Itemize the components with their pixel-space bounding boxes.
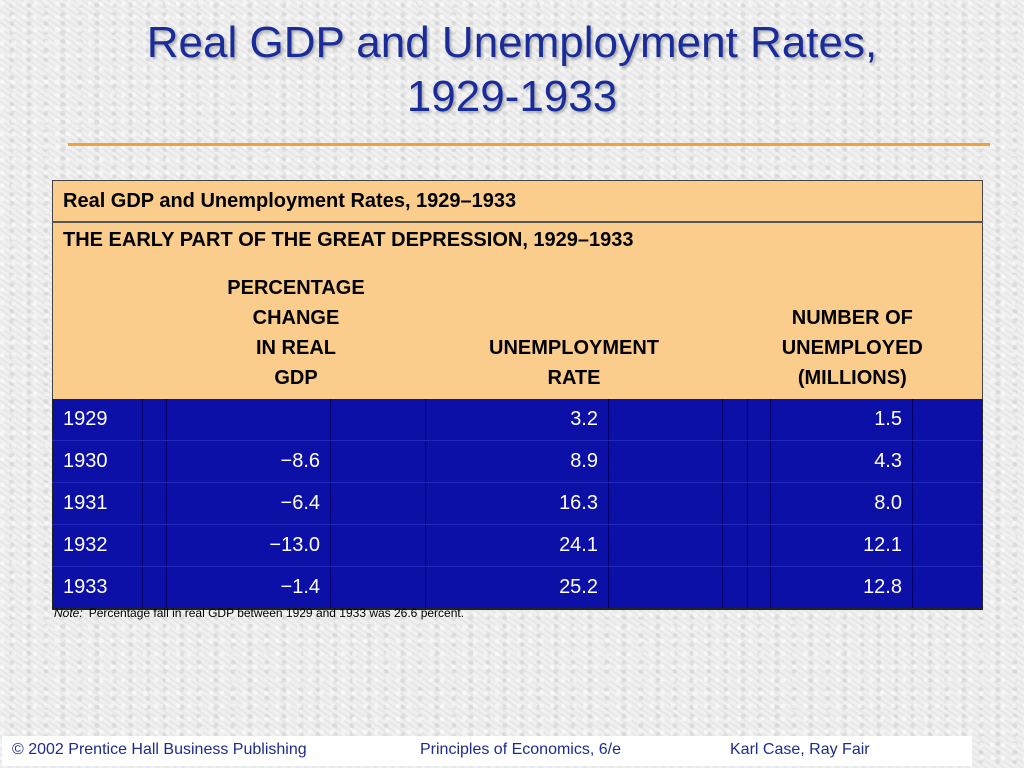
footer-book-title: Principles of Economics, 6/e [420, 741, 621, 758]
year-header [52, 258, 167, 399]
column-header-row: PERCENTAGE CHANGE IN REAL GDP UNEMPLOYME… [52, 258, 984, 399]
slide-title-line1: Real GDP and Unemployment Rates, [146, 18, 878, 67]
gdp-unemployment-table: Real GDP and Unemployment Rates, 1929–19… [51, 180, 984, 610]
unemployment-rate-cell: 16.3 [425, 482, 609, 525]
slide-title-line2: 1929-1933 [406, 72, 618, 121]
table-note: Note: Percentage fall in real GDP between… [54, 606, 464, 620]
unemployment-rate-cell: 24.1 [425, 524, 609, 567]
table-subtitle-row: THE EARLY PART OF THE GREAT DEPRESSION, … [51, 222, 984, 258]
gdp-change-cell: −6.4 [166, 482, 331, 525]
year-cell: 1931 [52, 482, 143, 525]
footer-copyright: © 2002 Prentice Hall Business Publishing [12, 741, 307, 758]
note-label: Note: [54, 606, 83, 620]
gdp-change-cell: −1.4 [166, 566, 331, 610]
table-caption: Real GDP and Unemployment Rates, 1929–19… [51, 180, 984, 223]
unemployment-rate-cell: 3.2 [425, 399, 609, 441]
unemployed-cell: 4.3 [770, 440, 913, 483]
unemployed-cell: 12.8 [770, 566, 913, 610]
year-cell: 1933 [52, 566, 143, 610]
table-caption-row: Real GDP and Unemployment Rates, 1929–19… [51, 180, 984, 223]
unemployment-rate-cell: 25.2 [425, 566, 609, 610]
table-row: 1930 −8.6 8.9 4.3 [52, 440, 984, 483]
gdp-change-cell: −13.0 [166, 524, 331, 567]
table-row: 1929 3.2 1.5 [52, 399, 984, 441]
unemployed-header: NUMBER OF UNEMPLOYED (MILLIONS) [722, 258, 984, 399]
gdp-change-header: PERCENTAGE CHANGE IN REAL GDP [166, 258, 426, 399]
year-cell: 1930 [52, 440, 143, 483]
table-row: 1932 −13.0 24.1 12.1 [52, 524, 984, 567]
unemployed-cell: 8.0 [770, 482, 913, 525]
unemployed-cell: 1.5 [770, 399, 913, 441]
table-subtitle: THE EARLY PART OF THE GREAT DEPRESSION, … [51, 222, 984, 258]
note-text: Percentage fall in real GDP between 1929… [88, 606, 465, 620]
gdp-change-cell [166, 399, 331, 441]
gdp-change-cell: −8.6 [166, 440, 331, 483]
year-cell: 1929 [52, 399, 143, 441]
slide-footer: © 2002 Prentice Hall Business Publishing… [2, 736, 972, 766]
unemployment-rate-header: UNEMPLOYMENT RATE [425, 258, 723, 399]
unemployment-rate-cell: 8.9 [425, 440, 609, 483]
unemployed-cell: 12.1 [770, 524, 913, 567]
slide-title: Real GDP and Unemployment Rates, 1929-19… [60, 16, 964, 124]
table-row: 1933 −1.4 25.2 12.8 [52, 566, 984, 610]
table-row: 1931 −6.4 16.3 8.0 [52, 482, 984, 525]
title-divider [68, 143, 990, 146]
footer-authors: Karl Case, Ray Fair [730, 741, 870, 758]
year-cell: 1932 [52, 524, 143, 567]
